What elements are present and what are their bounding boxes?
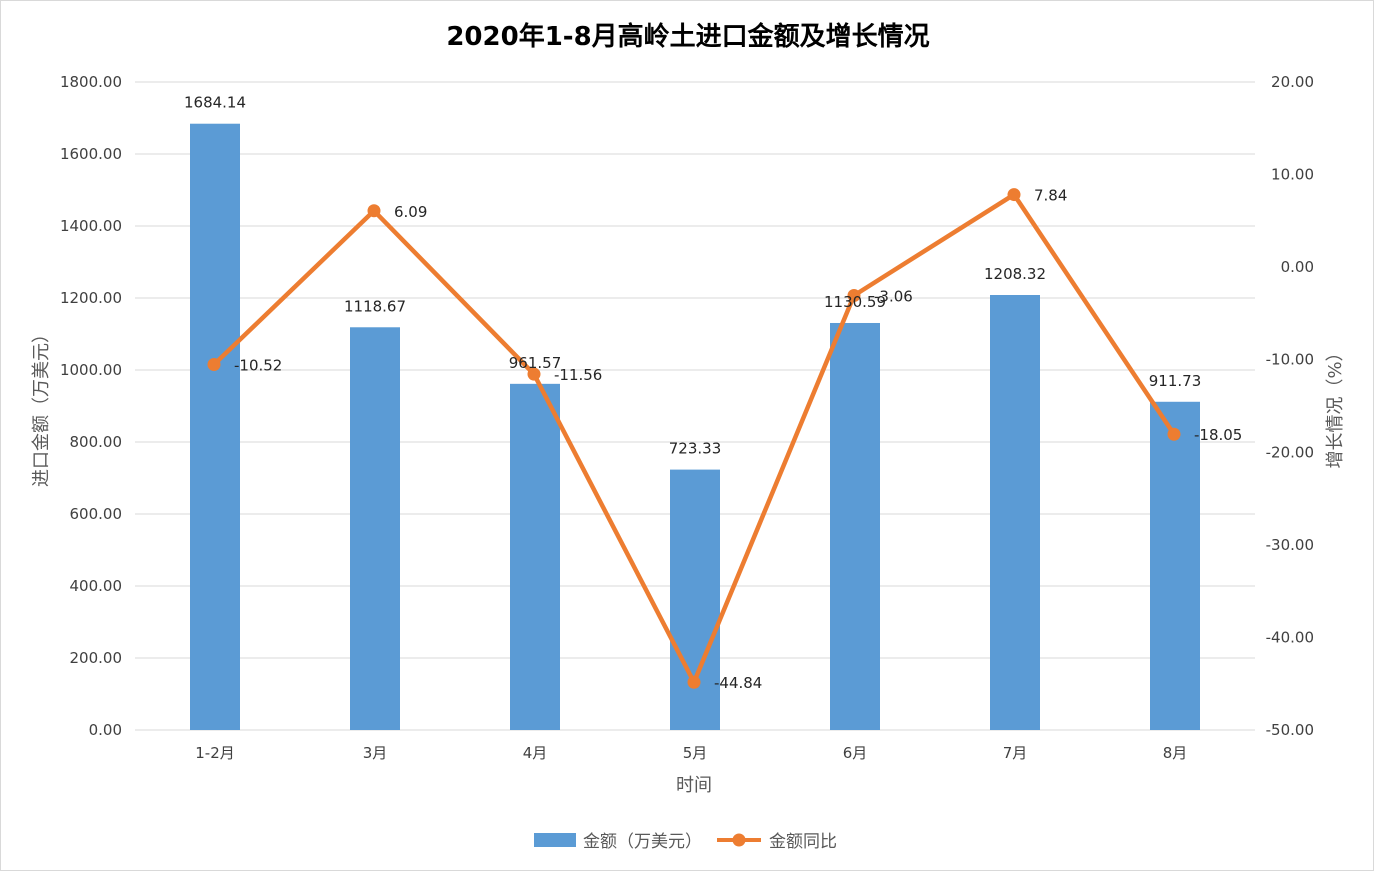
- bar: [190, 123, 240, 731]
- x-tick-label: 7月: [1003, 744, 1028, 762]
- line-marker: [687, 675, 701, 689]
- bar-data-label: 911.73: [1149, 372, 1202, 390]
- line-data-label: 7.84: [1034, 187, 1067, 205]
- grid-lines: [135, 81, 1255, 731]
- x-tick-label: 5月: [683, 744, 708, 762]
- y-tick-label: 0.00: [89, 721, 122, 739]
- legend-swatch-marker: [732, 833, 746, 847]
- y2-tick-label: 0.00: [1281, 258, 1314, 276]
- line-marker: [1167, 427, 1181, 441]
- bar-data-label: 1208.32: [984, 265, 1046, 283]
- legend: 金额（万美元） 金额同比: [534, 832, 837, 852]
- bar-data-label: 723.33: [669, 440, 722, 458]
- line-marker: [207, 358, 221, 372]
- bar: [510, 383, 560, 730]
- y-tick-label: 800.00: [70, 433, 123, 451]
- bar: [1150, 401, 1200, 730]
- x-tick-label: 8月: [1163, 744, 1188, 762]
- bar-data-label: 1130.59: [824, 293, 886, 311]
- right-y-axis: -50.00 -40.00 -30.00 -20.00 -10.00 0.00 10.00 2…: [1266, 73, 1314, 739]
- left-y-axis: 0.00 200.00 400.00 600.00 800.00 1000.00 1200.…: [60, 73, 122, 739]
- y2-tick-label: -40.00: [1266, 628, 1314, 646]
- x-tick-label: 6月: [843, 744, 868, 762]
- y2-tick-label: 10.00: [1271, 166, 1314, 184]
- y-tick-label: 1000.00: [60, 361, 122, 379]
- y-tick-label: 1400.00: [60, 217, 122, 235]
- bar-data-label: 1684.14: [184, 94, 246, 112]
- y2-tick-label: -30.00: [1266, 536, 1314, 554]
- bar-data-label: 1118.67: [344, 297, 406, 315]
- x-tick-label: 3月: [363, 744, 388, 762]
- y2-tick-label: -20.00: [1266, 443, 1314, 461]
- y-tick-label: 200.00: [70, 649, 123, 667]
- bar-series: [190, 123, 1200, 731]
- line-data-label: -44.84: [714, 674, 762, 692]
- bar: [990, 295, 1040, 730]
- legend-swatch-bar: [534, 833, 576, 847]
- x-axis: 1-2月 3月 4月 5月 6月 7月 8月: [195, 744, 1187, 762]
- line-marker: [527, 367, 541, 381]
- legend-label-bar: 金额（万美元）: [583, 832, 702, 852]
- data-labels: 1684.14 1118.67 961.57 723.33 1130.59 1208.32…: [184, 94, 1242, 693]
- line-marker: [367, 204, 381, 218]
- line-data-label: -11.56: [554, 366, 602, 384]
- line-marker: [1007, 188, 1021, 202]
- x-tick-label: 4月: [523, 744, 548, 762]
- y-tick-label: 400.00: [70, 577, 123, 595]
- y2-tick-label: 20.00: [1271, 73, 1314, 91]
- line-data-label: -10.52: [234, 357, 282, 375]
- y-tick-label: 1200.00: [60, 289, 122, 307]
- line-series: [207, 188, 1181, 689]
- y-tick-label: 1800.00: [60, 73, 122, 91]
- y-axis-title: 进口金额（万美元）: [31, 325, 52, 487]
- bar: [830, 322, 880, 730]
- y-tick-label: 1600.00: [60, 145, 122, 163]
- y2-tick-label: -50.00: [1266, 721, 1314, 739]
- line-marker: [847, 288, 861, 302]
- chart-title: 2020年1-8月高岭土进口金额及增长情况: [446, 21, 929, 52]
- x-axis-title: 时间: [676, 775, 712, 796]
- legend-label-line: 金额同比: [769, 832, 837, 852]
- x-tick-label: 1-2月: [195, 744, 235, 762]
- bar: [670, 469, 720, 730]
- y2-axis-title: 增长情况（%）: [1325, 343, 1346, 468]
- y2-tick-label: -10.00: [1266, 351, 1314, 369]
- line-data-label: -18.05: [1194, 426, 1242, 444]
- bar: [350, 327, 400, 730]
- y-tick-label: 600.00: [70, 505, 123, 523]
- bar-data-label: 961.57: [509, 354, 562, 372]
- line-data-label: -3.06: [874, 287, 913, 305]
- line-data-label: 6.09: [394, 203, 427, 221]
